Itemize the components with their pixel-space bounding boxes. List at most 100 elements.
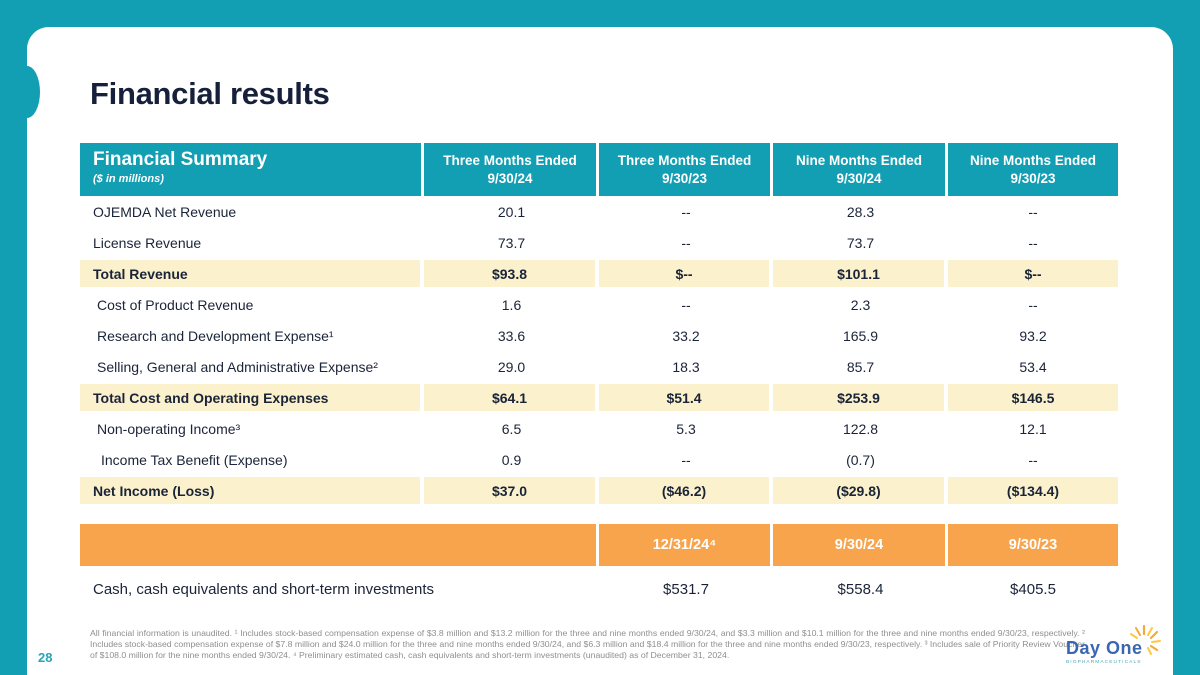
page-title: Financial results	[90, 76, 330, 111]
row-label: Non-operating Income³	[97, 420, 241, 437]
left-edge-notch	[14, 66, 40, 118]
row-value: 12.1	[1019, 420, 1047, 437]
row-label: Selling, General and Administrative Expe…	[97, 358, 378, 375]
row-value: --	[1028, 296, 1038, 313]
row-label: Cost of Product Revenue	[97, 296, 254, 313]
cash-row-label: Cash, cash equivalents and short-term in…	[93, 580, 434, 598]
cash-table-header: 12/31/24⁴ 9/30/24 9/30/23	[80, 524, 1118, 566]
column-header-3mo-2024: Three Months Ended 9/30/24	[424, 143, 599, 196]
row-value: 73.7	[846, 234, 875, 251]
cash-table: 12/31/24⁴ 9/30/24 9/30/23 Cash, cash equ…	[80, 524, 1118, 612]
row-value: --	[681, 203, 691, 220]
table-row: License Revenue 73.7 -- 73.7 --	[80, 227, 1118, 258]
row-value: 33.6	[497, 327, 526, 344]
row-value: ($46.2)	[599, 477, 773, 504]
row-value: --	[1028, 451, 1038, 468]
row-value: $--	[599, 260, 773, 287]
financial-summary-header: Financial Summary ($ in millions) Three …	[80, 143, 1118, 196]
row-value: 93.2	[1019, 327, 1047, 344]
column-header-line2: 9/30/23	[661, 170, 708, 186]
row-value: 29.0	[497, 358, 526, 375]
table-row: Total Revenue $93.8 $-- $101.1 $--	[80, 258, 1118, 289]
row-value: $51.4	[599, 384, 773, 411]
table-row: Cost of Product Revenue 1.6 -- 2.3 --	[80, 289, 1118, 320]
row-value: $64.1	[424, 384, 599, 411]
financial-summary-body: OJEMDA Net Revenue 20.1 -- 28.3 -- License Re…	[80, 196, 1118, 506]
column-header-line1: Nine Months Ended	[796, 152, 922, 168]
column-header-line2: 9/30/24	[836, 170, 882, 186]
column-header-line2: 9/30/23	[1010, 170, 1056, 186]
row-value: ($29.8)	[773, 477, 948, 504]
row-label: Income Tax Benefit (Expense)	[101, 451, 288, 468]
row-value: 73.7	[497, 234, 526, 251]
row-value: 20.1	[497, 203, 526, 220]
row-label: Total Cost and Operating Expenses	[80, 384, 424, 411]
row-value: 6.5	[501, 420, 522, 437]
row-value: 165.9	[842, 327, 879, 344]
table-row: OJEMDA Net Revenue 20.1 -- 28.3 --	[80, 196, 1118, 227]
table-row: Net Income (Loss) $37.0 ($46.2) ($29.8) ($13…	[80, 475, 1118, 506]
row-value: $93.8	[424, 260, 599, 287]
row-value: 18.3	[672, 358, 700, 375]
cash-row-value: $405.5	[1010, 580, 1056, 598]
row-value: $253.9	[773, 384, 948, 411]
row-value: 1.6	[501, 296, 522, 313]
row-label: Total Revenue	[80, 260, 424, 287]
footnote-text: All financial information is unaudited. …	[90, 628, 1085, 660]
financial-summary-table: Financial Summary ($ in millions) Three …	[80, 143, 1118, 506]
row-value: 85.7	[846, 358, 875, 375]
row-value: 122.8	[842, 420, 879, 437]
cash-table-body: Cash, cash equivalents and short-term in…	[80, 566, 1118, 612]
cash-column-header-9-30-23: 9/30/23	[948, 524, 1118, 566]
row-value: --	[681, 296, 691, 313]
logo-wordmark: Day One	[1066, 638, 1143, 658]
row-value: 5.3	[676, 420, 696, 437]
row-value: ($134.4)	[948, 477, 1118, 504]
table-subtitle: ($ in millions)	[93, 173, 164, 185]
cash-column-header-9-30-24: 9/30/24	[773, 524, 948, 566]
logo-subtext: BIOPHARMACEUTICALS	[1066, 660, 1142, 665]
cash-row-value: $558.4	[837, 580, 884, 598]
table-row: Income Tax Benefit (Expense) 0.9 -- (0.7) --	[80, 444, 1118, 475]
row-value: --	[681, 451, 691, 468]
table-row: Selling, General and Administrative Expe…	[80, 351, 1118, 382]
row-value: --	[1028, 203, 1038, 220]
cash-column-header-12-31-24: 12/31/24⁴	[599, 524, 773, 566]
dayone-logo: Day One BIOPHARMACEUTICALS	[1066, 624, 1176, 665]
column-header-9mo-2024: Nine Months Ended 9/30/24	[773, 143, 948, 196]
column-header-3mo-2023: Three Months Ended 9/30/23	[599, 143, 773, 196]
cash-row-value: $531.7	[663, 580, 709, 598]
row-value: $146.5	[948, 384, 1118, 411]
row-label: Research and Development Expense¹	[97, 327, 334, 344]
row-value: 2.3	[850, 296, 871, 313]
column-header-line1: Three Months Ended	[617, 152, 752, 168]
column-header-9mo-2023: Nine Months Ended 9/30/23	[948, 143, 1118, 196]
table-title-cell: Financial Summary ($ in millions)	[80, 143, 424, 196]
column-header-line1: Three Months Ended	[443, 152, 577, 168]
row-value: 33.2	[672, 327, 700, 344]
content-panel	[27, 27, 1173, 675]
table-row: Total Cost and Operating Expenses $64.1 $5…	[80, 382, 1118, 413]
page-number: 28	[38, 650, 53, 665]
row-value: 0.9	[501, 451, 522, 468]
cash-header-spacer	[80, 524, 599, 566]
row-value: (0.7)	[846, 451, 875, 468]
row-value: 53.4	[1019, 358, 1047, 375]
row-label: License Revenue	[93, 234, 202, 251]
column-header-line2: 9/30/24	[487, 170, 533, 186]
row-value: $--	[948, 260, 1118, 287]
column-header-line1: Nine Months Ended	[970, 152, 1096, 168]
row-value: --	[1028, 234, 1038, 251]
cash-row: Cash, cash equivalents and short-term in…	[80, 566, 1118, 612]
sunburst-icon	[1130, 624, 1161, 655]
row-value: $37.0	[424, 477, 599, 504]
row-label: OJEMDA Net Revenue	[93, 203, 237, 220]
row-value: $101.1	[773, 260, 948, 287]
row-value: --	[681, 234, 691, 251]
table-row: Research and Development Expense¹ 33.6 33.…	[80, 320, 1118, 351]
table-title: Financial Summary	[93, 149, 268, 170]
row-value: 28.3	[846, 203, 875, 220]
row-label: Net Income (Loss)	[80, 477, 424, 504]
table-row: Non-operating Income³ 6.5 5.3 122.8 12.1	[80, 413, 1118, 444]
